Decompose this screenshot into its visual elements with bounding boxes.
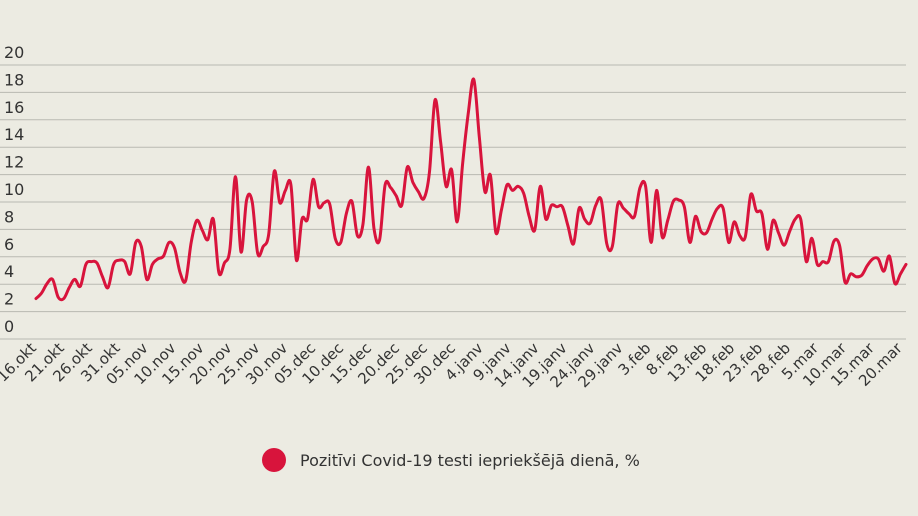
y-tick-label: 16 (4, 98, 24, 117)
series-line-0 (34, 77, 908, 302)
y-tick-label: 6 (4, 235, 14, 254)
y-tick-label: 14 (4, 125, 24, 144)
y-tick-label: 20 (4, 43, 24, 62)
y-tick-label: 0 (4, 317, 14, 336)
y-tick-label: 18 (4, 70, 24, 89)
y-tick-label: 10 (4, 180, 24, 199)
grid-lines (0, 64, 906, 340)
y-axis-tick-labels: 0 2 4 6 8 10 12 14 16 18 20 (4, 43, 24, 336)
legend-marker-icon (262, 448, 286, 472)
y-tick-label: 8 (4, 207, 14, 226)
y-tick-label: 12 (4, 153, 24, 172)
legend-label: Pozitīvi Covid-19 testi iepriekšējā dien… (300, 450, 640, 470)
series-lines (34, 77, 908, 302)
y-tick-label: 2 (4, 290, 14, 309)
legend: Pozitīvi Covid-19 testi iepriekšējā dien… (262, 448, 640, 472)
x-axis-tick-labels: 16.okt21.okt26.okt31.okt05.nov10.nov15.n… (0, 339, 906, 392)
y-tick-label: 4 (4, 262, 14, 281)
